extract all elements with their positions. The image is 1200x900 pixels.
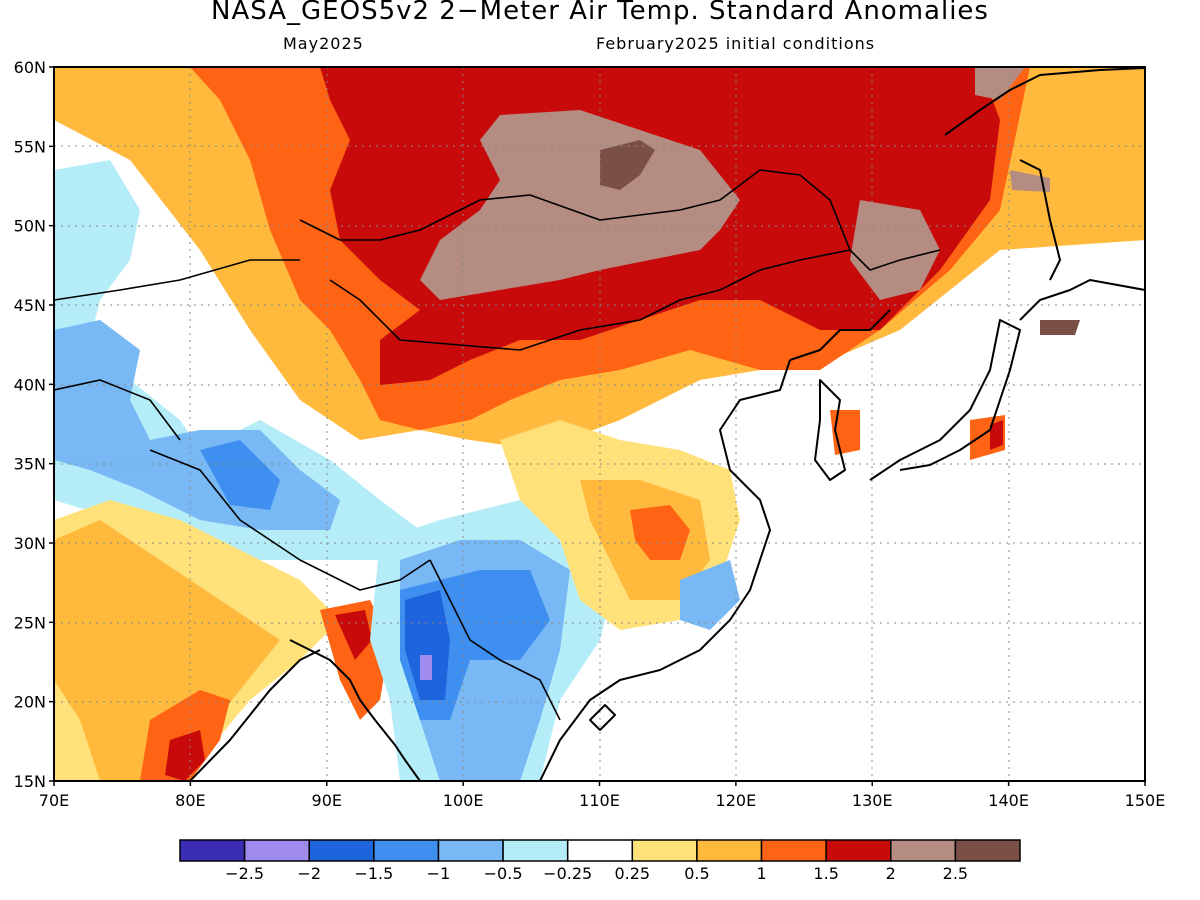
- cool-sea-5: [420, 655, 432, 680]
- legend-swatch: [631, 839, 698, 862]
- legend-label: 2: [886, 864, 896, 883]
- warm-india-4: [165, 730, 205, 781]
- lon-label: 100E: [443, 791, 484, 810]
- lon-label: 70E: [39, 791, 69, 810]
- legend-label: 0.25: [614, 864, 650, 883]
- legend-label: −0.5: [484, 864, 523, 883]
- lon-label: 130E: [852, 791, 893, 810]
- warm-region-6: [975, 67, 1025, 100]
- lat-label: 35N: [14, 455, 46, 474]
- lat-label: 60N: [14, 58, 46, 77]
- legend-label: 1.5: [813, 864, 838, 883]
- legend-swatch: [760, 839, 827, 862]
- lon-label: 150E: [1125, 791, 1166, 810]
- warm-korea: [830, 410, 860, 455]
- cool-sea-4: [405, 590, 450, 700]
- lat-label: 25N: [14, 613, 46, 632]
- legend-label: −1.5: [354, 864, 393, 883]
- legend-label: −2.5: [225, 864, 264, 883]
- legend-label: 0.5: [684, 864, 709, 883]
- legend-label: 1: [756, 864, 766, 883]
- legend-swatch: [502, 839, 569, 862]
- lat-label: 30N: [14, 534, 46, 553]
- cool-region-4: [54, 170, 130, 250]
- lat-label: 40N: [14, 375, 46, 394]
- lat-label: 50N: [14, 217, 46, 236]
- lat-label: 15N: [14, 772, 46, 791]
- warm-region-9: [1040, 320, 1080, 335]
- coastlines: [189, 67, 1145, 781]
- warm-region-8: [600, 140, 655, 190]
- country-borders: [54, 169, 941, 721]
- legend-swatch: [566, 839, 634, 862]
- anomaly-field: [54, 67, 1145, 781]
- legend-label: −2: [297, 864, 321, 883]
- cool-region-3: [200, 440, 280, 510]
- legend-swatch: [373, 839, 440, 862]
- lat-label: 45N: [14, 296, 46, 315]
- lon-label: 90E: [312, 791, 342, 810]
- warm-region-5: [850, 200, 940, 300]
- cool-coast: [680, 560, 740, 630]
- legend-swatch: [243, 839, 310, 862]
- init-conditions-label: February2025 initial conditions: [596, 34, 876, 53]
- warm-japan-core: [990, 420, 1003, 450]
- lat-label: 55N: [14, 137, 46, 156]
- legend-swatch: [890, 839, 957, 862]
- lon-label: 110E: [579, 791, 620, 810]
- warm-region-4: [420, 110, 740, 300]
- map-title: NASA_GEOS5v2 2−Meter Air Temp. Standard …: [211, 0, 989, 26]
- lon-gridlines: [189, 67, 1010, 781]
- lon-label: 80E: [175, 791, 205, 810]
- warm-china-3: [630, 505, 690, 560]
- legend-label: −1: [427, 864, 451, 883]
- warm-india-2: [54, 520, 280, 781]
- legend-swatch: [825, 839, 892, 862]
- legend-swatch: [437, 839, 504, 862]
- lon-label: 140E: [988, 791, 1029, 810]
- lon-label: 120E: [716, 791, 757, 810]
- legend-swatch: [179, 839, 246, 862]
- color-legend: [179, 839, 1021, 862]
- lat-label: 20N: [14, 693, 46, 712]
- legend-swatch: [696, 839, 763, 862]
- legend-label: 2.5: [943, 864, 968, 883]
- legend-label: −0.25: [543, 864, 592, 883]
- warm-region-7: [1010, 170, 1050, 192]
- legend-swatch: [954, 839, 1021, 862]
- valid-month-label: May2025: [283, 34, 364, 53]
- legend-swatch: [308, 839, 375, 862]
